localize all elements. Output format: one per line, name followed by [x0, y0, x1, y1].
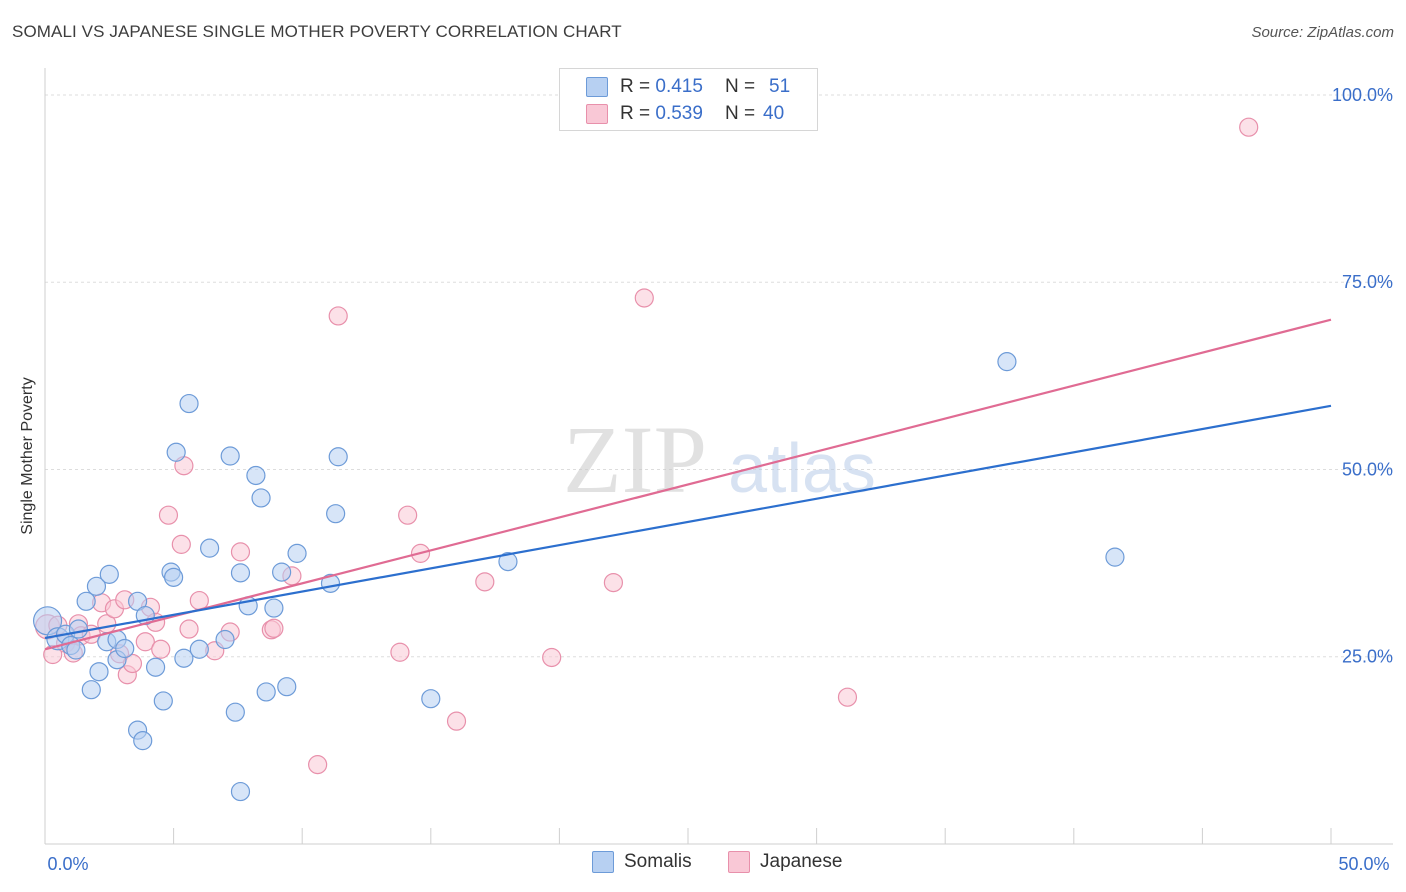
japanese-point: [135, 632, 155, 652]
somali-point: [1105, 547, 1125, 567]
somali-point: [166, 442, 186, 462]
somali-point: [179, 393, 199, 414]
somali-point: [115, 638, 135, 659]
bottom-legend-label-somalis: Somalis: [624, 851, 692, 872]
somali-point: [326, 504, 346, 524]
somali-point: [133, 731, 153, 751]
legend-r-value: 0.415: [655, 76, 703, 97]
somali-point: [200, 538, 220, 558]
legend-r-label: R =: [620, 76, 651, 97]
japanese-point: [446, 711, 467, 731]
gridlines: [45, 94, 1393, 658]
bottom-legend-swatch-japanese: [728, 851, 750, 873]
tick-labels: 25.0% 50.0% 75.0% 100.0% 0.0% 50.0%: [47, 85, 1393, 874]
somali-point: [246, 465, 266, 486]
somali-point: [277, 677, 297, 697]
bottom-legend-label-japanese: Japanese: [760, 851, 843, 872]
series-somalis: [32, 352, 1125, 802]
legend-swatch-somalis: [586, 77, 608, 97]
somali-point: [264, 598, 284, 618]
bottom-legend-somalis: Somalis: [592, 851, 692, 873]
somali-point: [89, 662, 109, 682]
japanese-point: [1239, 117, 1259, 137]
japanese-point: [179, 619, 199, 639]
japanese-point: [603, 572, 624, 593]
legend-row-somalis: R = 0.415 N = 51: [586, 75, 790, 99]
japanese-point: [158, 505, 179, 525]
japanese-point: [390, 642, 410, 662]
y-tick-label: 50.0%: [1342, 459, 1393, 479]
x-tick-label: 0.0%: [47, 854, 88, 874]
somali-point: [76, 591, 96, 611]
y-tick-label: 75.0%: [1342, 272, 1393, 292]
x-tick-label: 50.0%: [1338, 854, 1389, 874]
legend-n-label: N =: [724, 103, 756, 124]
y-tick-label: 25.0%: [1342, 647, 1393, 667]
legend-row-japanese: R = 0.539 N = 40: [586, 102, 784, 126]
legend-swatch-japanese: [586, 104, 608, 124]
somali-point: [174, 648, 194, 668]
somali-point: [230, 781, 251, 802]
japanese-point: [542, 647, 562, 668]
somali-point: [153, 691, 173, 711]
legend-r-value: 0.539: [655, 103, 703, 124]
japanese-point: [151, 639, 171, 659]
japanese-point: [837, 687, 858, 707]
legend-r-label: R =: [620, 103, 651, 124]
somali-point: [99, 564, 119, 584]
somali-point: [164, 567, 184, 587]
somali-point: [421, 689, 441, 709]
somali-point: [328, 447, 348, 467]
somali-point: [68, 619, 89, 639]
somali-point: [189, 639, 209, 659]
japanese-point: [475, 572, 495, 592]
chart-title: SOMALI VS JAPANESE SINGLE MOTHER POVERTY…: [12, 22, 622, 41]
japanese-point: [634, 288, 654, 308]
legend-n-value: 51: [769, 76, 791, 97]
japanese-point: [230, 542, 251, 562]
somali-point: [145, 657, 166, 677]
somali-point: [220, 446, 240, 466]
somali-point: [225, 702, 245, 722]
somali-point: [215, 629, 235, 650]
somali-point: [272, 562, 292, 582]
somali-trend-line: [44, 404, 1332, 640]
japanese-point: [171, 534, 191, 554]
y-tick-label: 100.0%: [1332, 85, 1393, 105]
japanese-point: [328, 306, 348, 326]
trend-lines: [44, 318, 1332, 651]
somali-point: [997, 352, 1017, 372]
somali-point: [230, 563, 251, 583]
somali-point: [498, 552, 518, 572]
somali-point: [287, 543, 307, 563]
legend-n-value: 40: [763, 103, 785, 124]
axes: [44, 68, 1393, 845]
legend-box: R = 0.415 N = 51 R = 0.539 N = 40: [559, 68, 818, 131]
somali-point: [251, 488, 271, 508]
japanese-point: [189, 590, 209, 611]
source-label: Source: ZipAtlas.com: [1251, 24, 1394, 41]
bottom-legend-japanese: Japanese: [728, 851, 842, 873]
somali-point: [86, 576, 107, 596]
somali-point: [81, 680, 101, 700]
japanese-point: [308, 755, 328, 775]
japanese-trend-line: [44, 318, 1332, 651]
bottom-legend-swatch-somalis: [592, 851, 614, 873]
japanese-point: [398, 505, 418, 525]
watermark-zip: ZIP: [563, 406, 707, 513]
somali-point: [256, 682, 276, 702]
japanese-point: [264, 618, 284, 638]
legend-n-label: N =: [724, 76, 756, 97]
